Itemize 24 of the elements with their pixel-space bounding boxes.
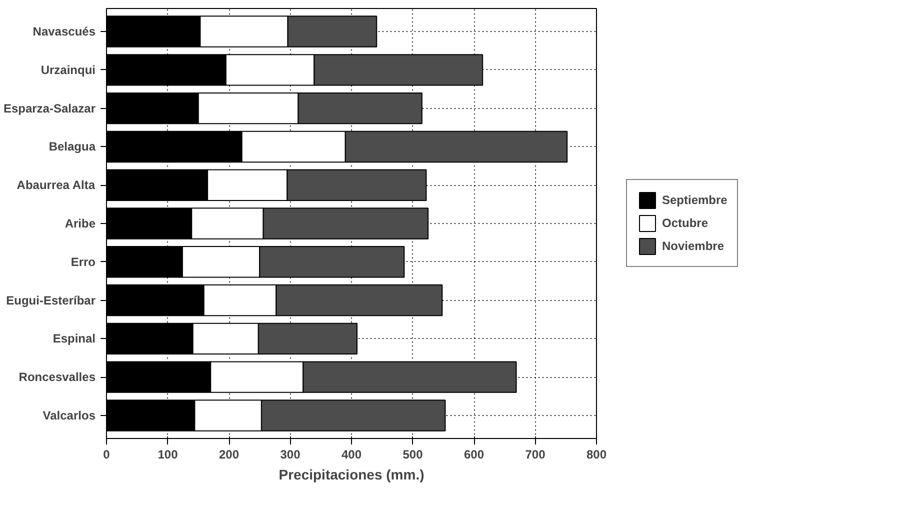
x-tick-label: 400 xyxy=(341,448,362,462)
x-tick-label: 200 xyxy=(218,448,240,462)
legend-label: Octubre xyxy=(662,216,708,230)
x-tick-label: 0 xyxy=(103,448,110,462)
x-tick-label: 100 xyxy=(158,448,178,462)
x-tick-label: 800 xyxy=(586,448,607,462)
y-tick-label: Eugui-Esteríbar xyxy=(6,293,96,308)
y-tick-label: Abaurrea Alta xyxy=(16,178,96,192)
x-tick-label: 700 xyxy=(525,448,546,462)
y-tick-label: Roncesvalles xyxy=(18,370,96,384)
y-tick-label: Erro xyxy=(70,254,96,269)
legend-label: Septiembre xyxy=(662,193,728,207)
y-tick-label: Valcarlos xyxy=(42,408,96,422)
y-tick-label: Belagua xyxy=(48,140,96,154)
x-axis-title: Precipitaciones (mm.) xyxy=(278,466,424,482)
x-tick-label: 600 xyxy=(464,448,484,462)
x-tick-label: 300 xyxy=(280,448,301,462)
legend-label: Noviembre xyxy=(662,239,724,253)
y-tick-label: Aribe xyxy=(64,216,96,230)
y-tick-label: Espinal xyxy=(52,332,96,346)
y-tick-label: Navascués xyxy=(32,24,96,39)
y-tick-label: Urzainqui xyxy=(40,62,96,77)
y-tick-label: Esparza-Salazar xyxy=(3,101,96,116)
x-tick-label: 500 xyxy=(402,448,424,462)
